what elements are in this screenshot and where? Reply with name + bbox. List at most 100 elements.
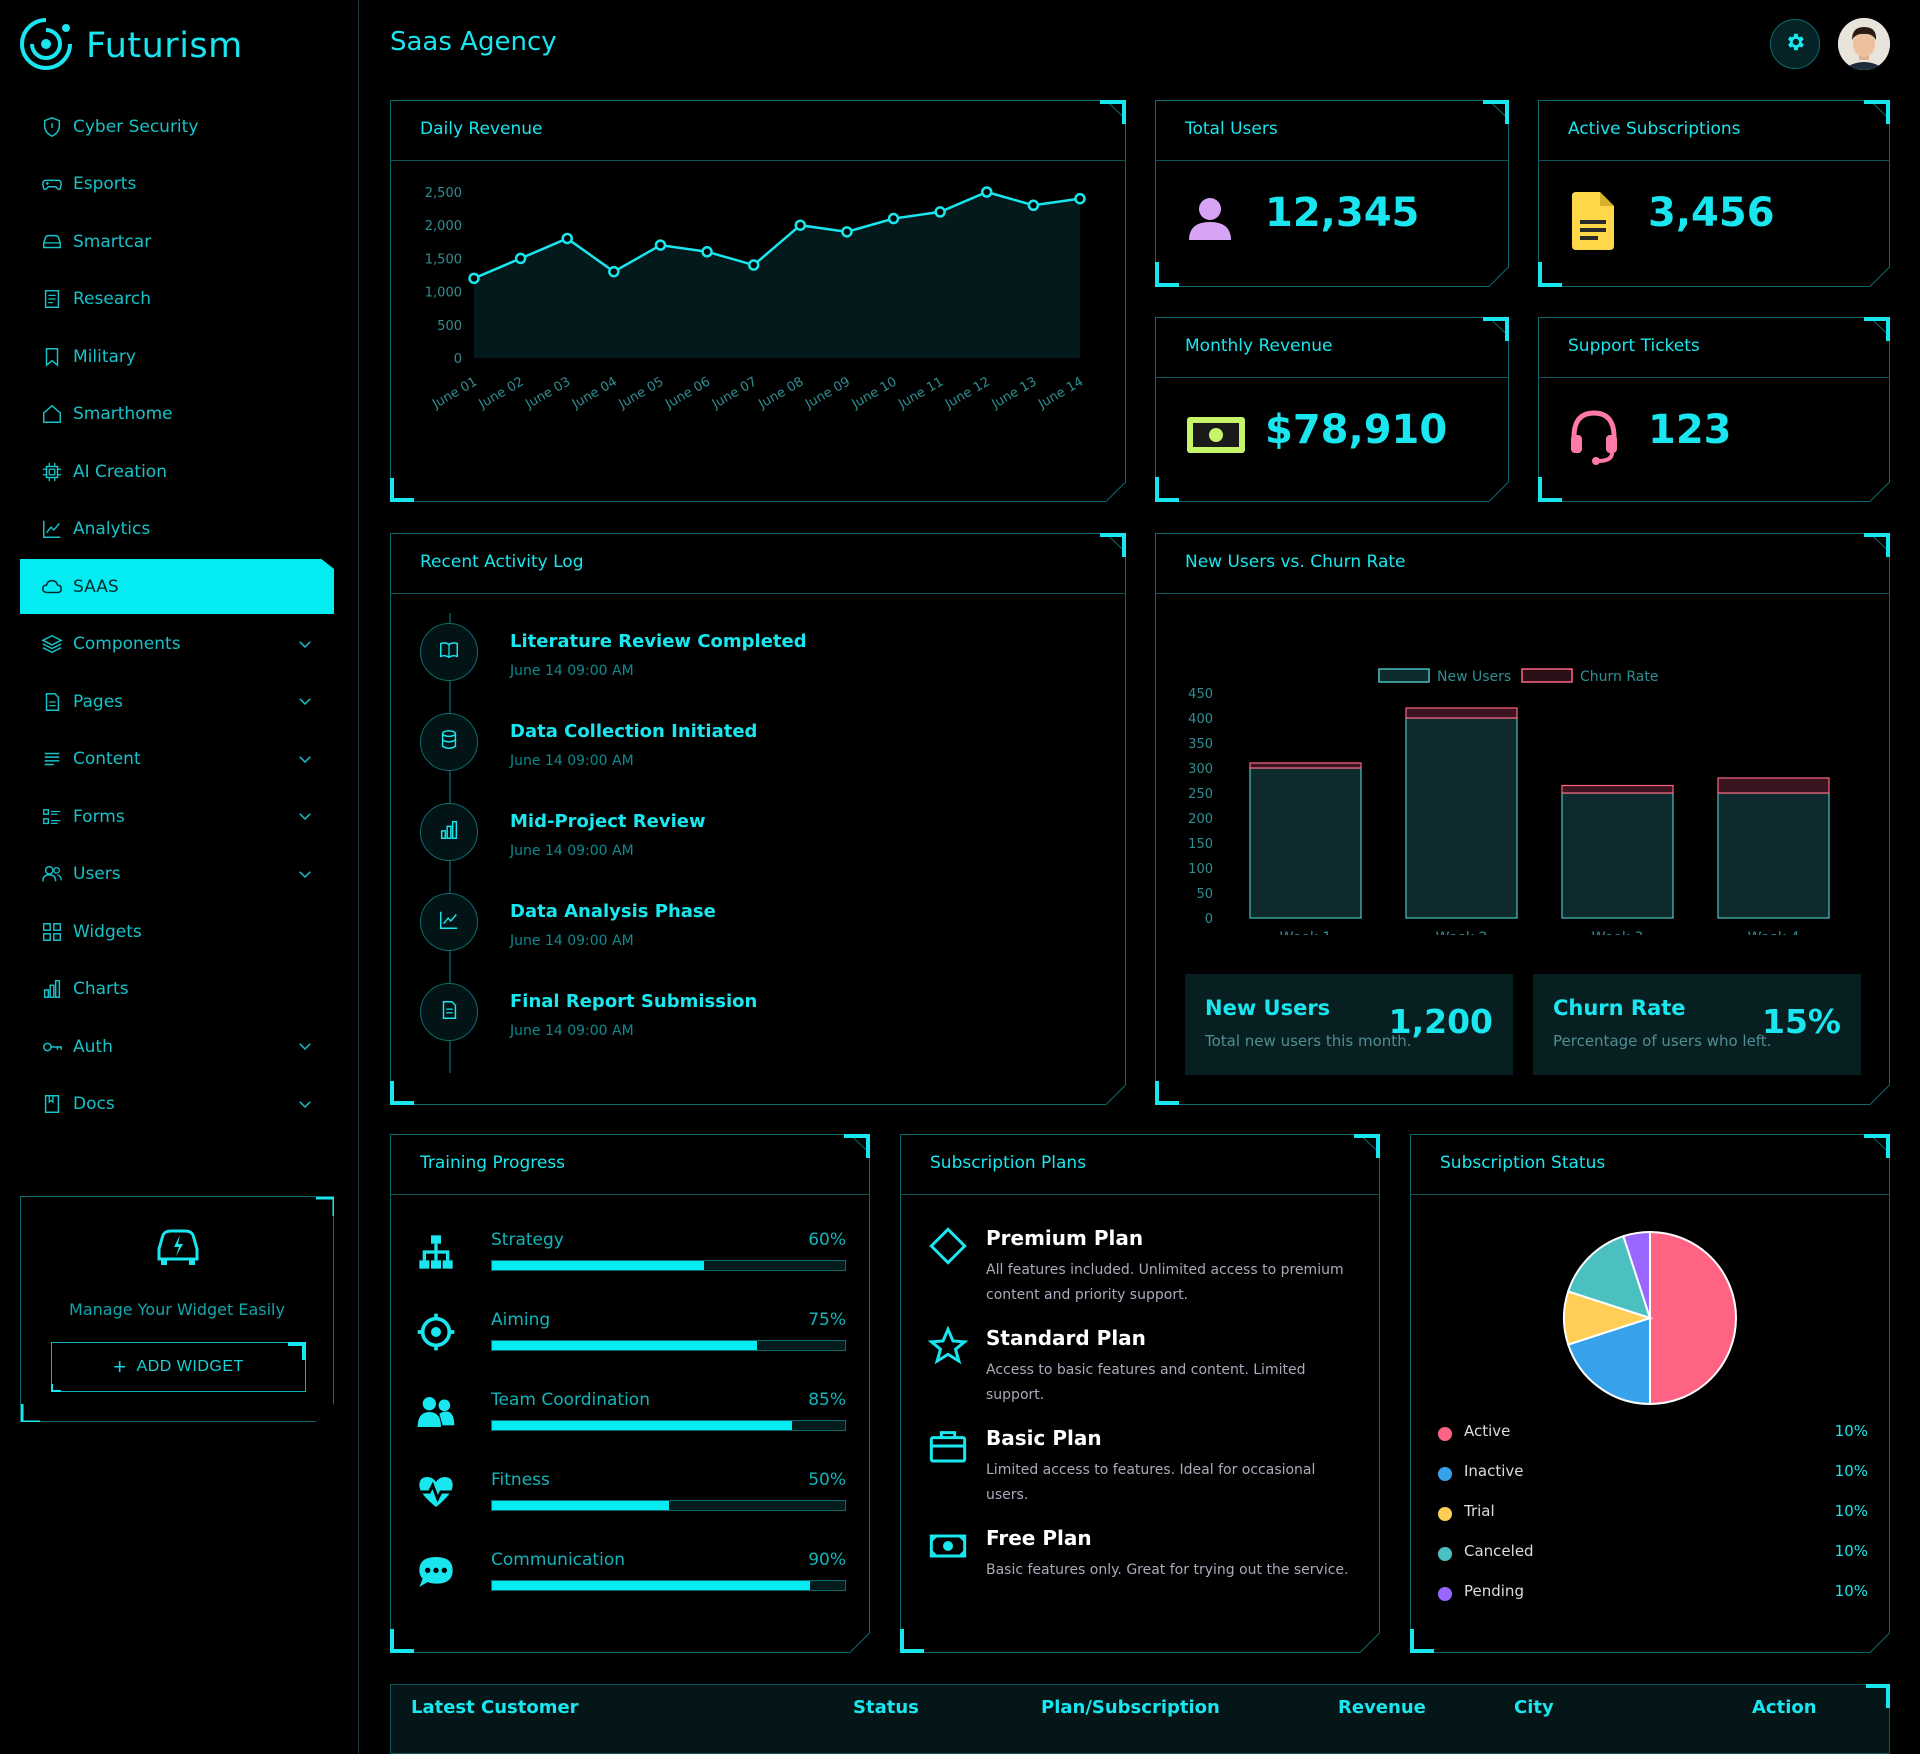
revenue-point (981, 186, 993, 198)
sidebar-item-label: Analytics (73, 519, 151, 540)
users-icon (40, 862, 64, 886)
sidebar-item-forms[interactable]: Forms (20, 788, 334, 846)
x-tick-label: June 12 (942, 374, 993, 412)
progress-fill (492, 1501, 669, 1510)
x-tick-label: June 13 (989, 374, 1040, 412)
chevron-down-icon (296, 750, 314, 768)
sidebar-item-cyber-security[interactable]: Cyber Security (20, 98, 334, 156)
sidebar-item-research[interactable]: Research (20, 271, 334, 329)
chart-line-icon (438, 909, 460, 935)
sidebar-item-users[interactable]: Users (20, 846, 334, 904)
legend-value: 10% (1834, 1542, 1868, 1560)
revenue-point (794, 219, 807, 231)
progress-track (491, 1340, 846, 1351)
sidebar-item-widgets[interactable]: Widgets (20, 903, 334, 961)
training-label: Fitness (491, 1470, 550, 1490)
training-item: Team Coordination 85% (416, 1390, 846, 1450)
sidebar-item-smarthome[interactable]: Smarthome (20, 386, 334, 444)
sidebar-item-label: Content (73, 749, 141, 770)
sidebar-item-components[interactable]: Components (20, 616, 334, 674)
plan-title: Free Plan (986, 1526, 1092, 1550)
activity-title: Mid-Project Review (510, 811, 706, 832)
sidebar-item-content[interactable]: Content (20, 731, 334, 789)
brand[interactable]: Futurism (16, 14, 243, 78)
bar-churn-rate (1717, 777, 1830, 794)
plan-description: All features included. Unlimited access … (986, 1262, 1344, 1303)
legend-label: Churn Rate (1580, 669, 1658, 685)
sidebar-item-label: Charts (73, 979, 129, 1000)
revenue-area (474, 192, 1080, 358)
database-icon (438, 729, 460, 755)
sidebar-item-pages[interactable]: Pages (20, 673, 334, 731)
revenue-point (701, 246, 713, 258)
status-legend-item: Trial 10% (1438, 1500, 1868, 1530)
x-tick-label: June 02 (476, 374, 527, 412)
x-tick-label: June 14 (1035, 374, 1086, 412)
layers-icon (40, 632, 64, 656)
text-lines-icon (40, 747, 64, 771)
training-label: Team Coordination (491, 1390, 650, 1410)
recent-activity-card: Recent Activity Log Literature Review Co… (390, 533, 1126, 1105)
legend-value: 10% (1834, 1502, 1868, 1520)
revenue-point (514, 252, 527, 265)
chip-icon (40, 460, 64, 484)
activity-icon-circle (420, 893, 478, 951)
cash-icon (1185, 415, 1247, 459)
activity-title: Data Collection Initiated (510, 721, 758, 742)
page-icon (40, 690, 64, 714)
chevron-down-icon (296, 1037, 314, 1055)
avatar[interactable] (1838, 18, 1890, 70)
progress-fill (492, 1581, 810, 1590)
sidebar-item-label: Military (73, 346, 136, 367)
sidebar-item-charts[interactable]: Charts (20, 961, 334, 1019)
customer-table: Latest Customer Status Plan/Subscription… (390, 1684, 1890, 1754)
bar-churn-rate (1249, 762, 1362, 769)
chevron-down-icon (296, 1095, 314, 1113)
y-tick-label: 0 (1205, 912, 1213, 927)
activity-icon-circle (420, 713, 478, 771)
revenue-point (747, 259, 760, 271)
active-subscriptions-card: Active Subscriptions 3,456 (1538, 100, 1890, 287)
activity-item[interactable]: Data Collection Initiated June 14 09:00 … (420, 713, 1070, 793)
chevron-down-icon (296, 865, 314, 883)
add-widget-label: ADD WIDGET (136, 1358, 244, 1375)
sidebar-item-label: Esports (73, 174, 137, 195)
document-icon (438, 999, 460, 1025)
activity-item[interactable]: Data Analysis Phase June 14 09:00 AM (420, 893, 1070, 973)
bar-chart-icon (438, 819, 460, 845)
activity-item[interactable]: Final Report Submission June 14 09:00 AM (420, 983, 1070, 1063)
bar-new-users (1561, 792, 1674, 919)
plan-title: Basic Plan (986, 1426, 1102, 1450)
sidebar-item-smartcar[interactable]: Smartcar (20, 213, 334, 271)
total-users-card: Total Users 12,345 (1155, 100, 1509, 287)
add-widget-button[interactable]: + ADD WIDGET (51, 1342, 306, 1392)
sidebar-item-label: Components (73, 634, 181, 655)
training-progress-card: Training Progress Strategy 60% Aiming 75… (390, 1134, 870, 1653)
sidebar-item-docs[interactable]: Docs (20, 1076, 334, 1134)
th-city: City (1514, 1697, 1554, 1718)
th-action: Action (1752, 1697, 1817, 1718)
y-tick-label: 1,500 (425, 252, 462, 267)
sidebar-item-esports[interactable]: Esports (20, 156, 334, 214)
grid-icon (40, 920, 64, 944)
subscription-status-card: Subscription Status Active 10% Inactive … (1410, 1134, 1890, 1653)
x-tick-label: June 04 (569, 374, 620, 412)
revenue-point (1074, 192, 1086, 205)
activity-item[interactable]: Mid-Project Review June 14 09:00 AM (420, 803, 1070, 883)
team-icon (416, 1392, 456, 1436)
sidebar-item-military[interactable]: Military (20, 328, 334, 386)
sidebar-item-auth[interactable]: Auth (20, 1018, 334, 1076)
file-icon (1568, 190, 1618, 256)
card-title: New Users vs. Churn Rate (1185, 552, 1406, 572)
settings-button[interactable] (1770, 19, 1820, 69)
activity-item[interactable]: Literature Review Completed June 14 09:0… (420, 623, 1070, 703)
x-tick-label: June 10 (849, 374, 900, 412)
sidebar-item-ai-creation[interactable]: AI Creation (20, 443, 334, 501)
sidebar-item-analytics[interactable]: Analytics (20, 501, 334, 559)
th-revenue: Revenue (1338, 1697, 1426, 1718)
activity-icon-circle (420, 623, 478, 681)
user-icon (1185, 194, 1235, 248)
bar-chart-icon (40, 977, 64, 1001)
training-percent: 60% (808, 1230, 846, 1250)
sidebar-item-saas[interactable]: SAAS (20, 559, 334, 614)
